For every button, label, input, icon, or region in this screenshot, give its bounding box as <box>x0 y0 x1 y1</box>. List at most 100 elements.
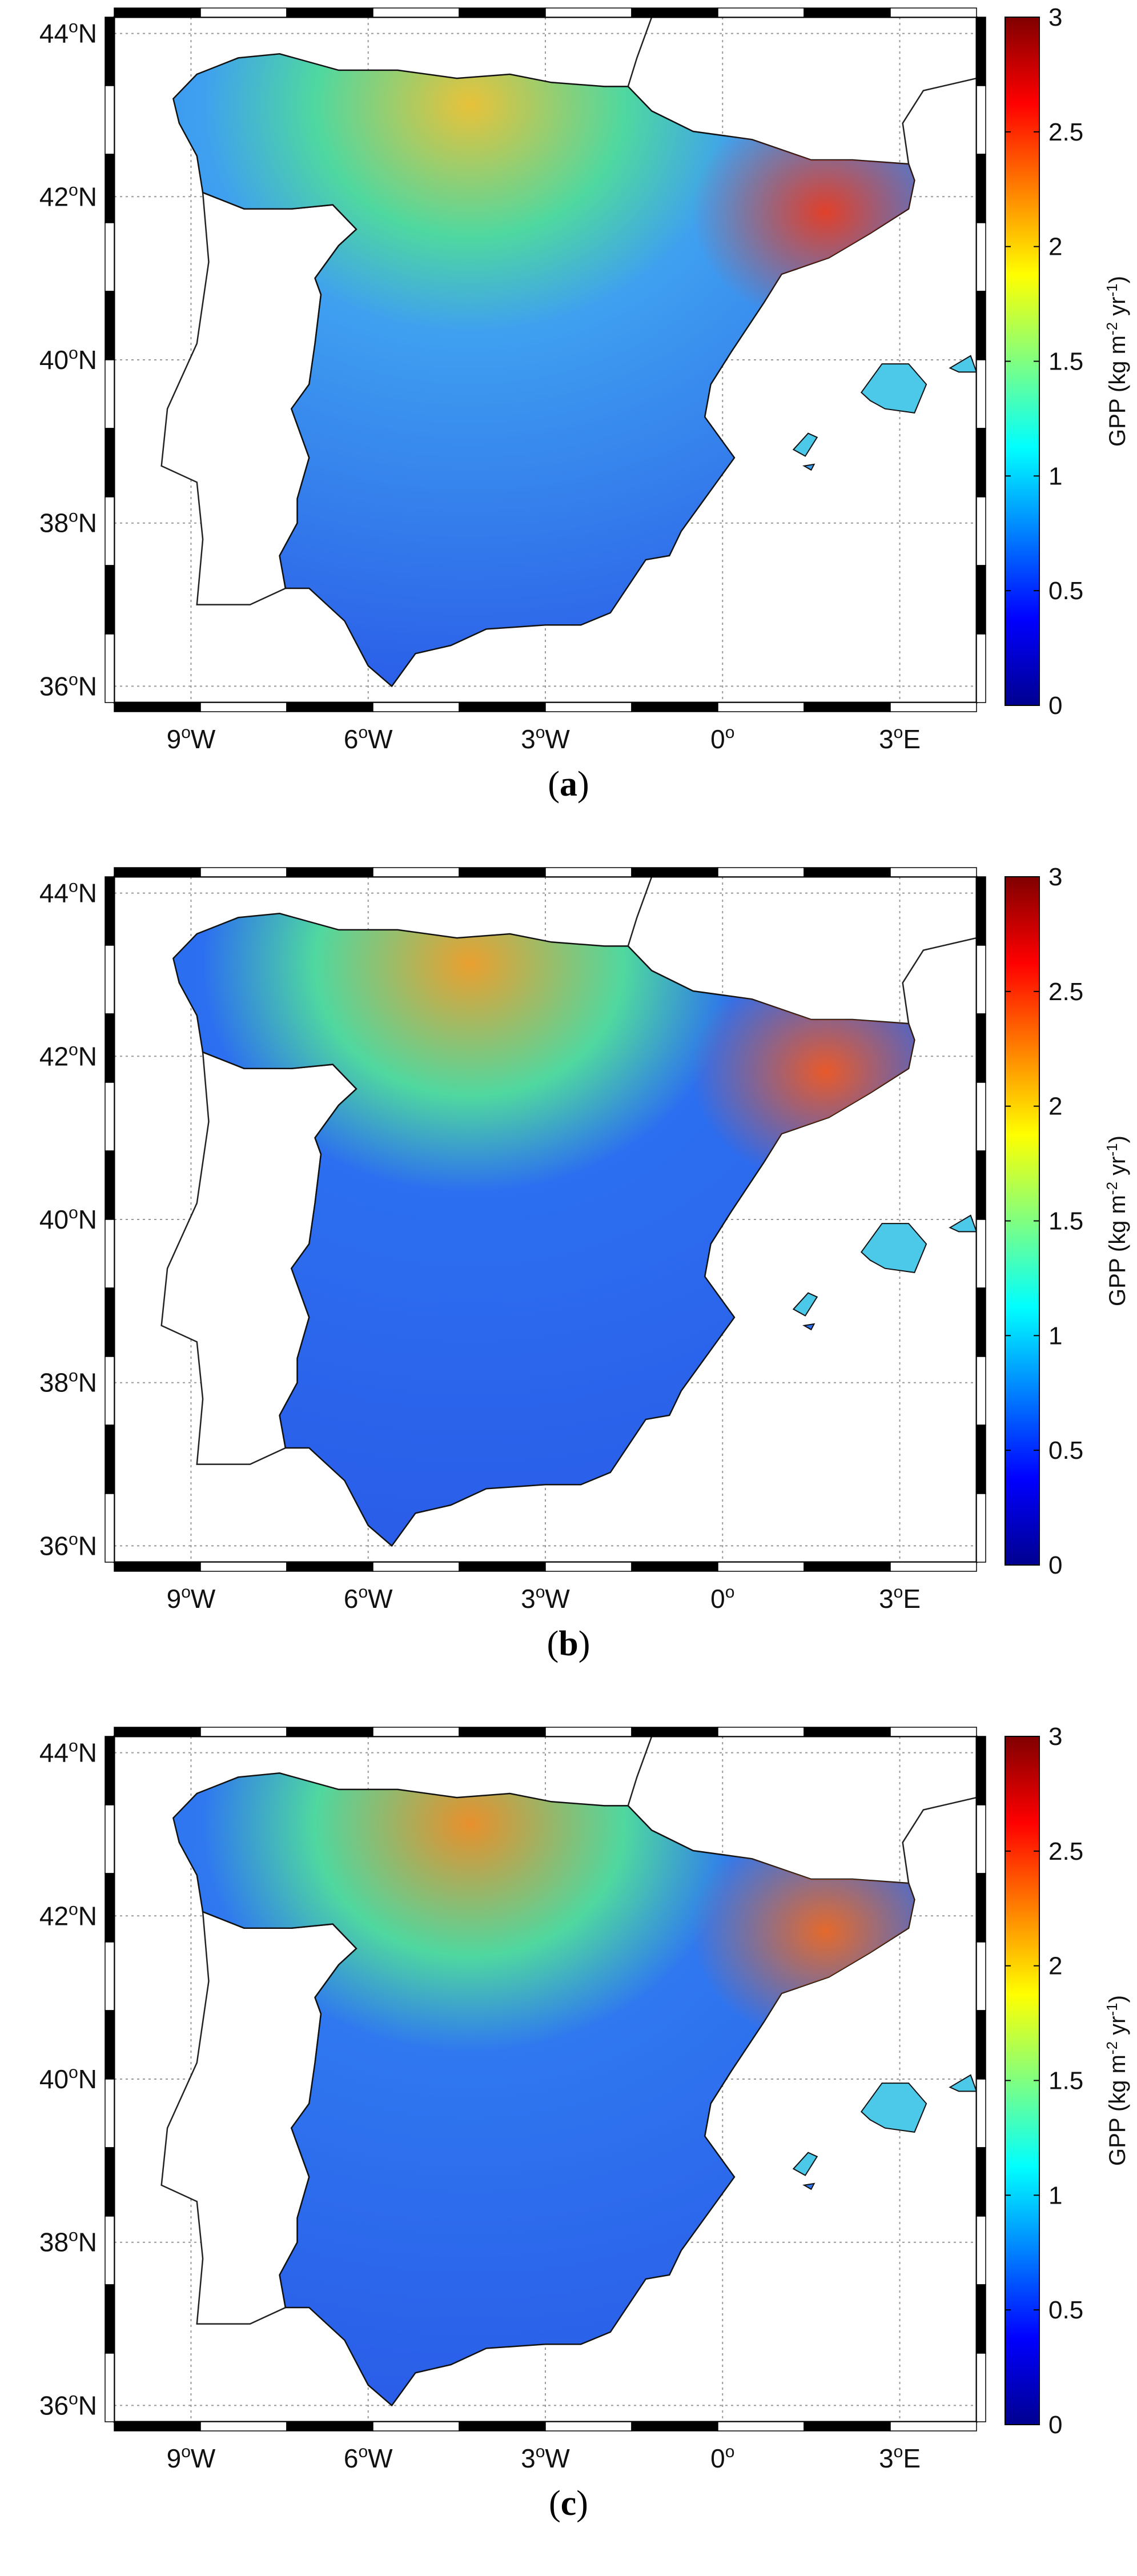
frame-tick <box>545 2421 632 2431</box>
frame-tick <box>976 2147 986 2217</box>
frame-tick <box>459 702 546 712</box>
france-coastline <box>902 937 977 1024</box>
frame-tick <box>459 2421 546 2431</box>
degree-symbol: o <box>725 2442 735 2461</box>
lon-tick-value: 3 <box>879 724 894 754</box>
lon-tick-value: 6 <box>344 724 359 754</box>
lat-tick-value: 36 <box>39 1531 69 1560</box>
lat-tick-value: 40 <box>39 2064 69 2094</box>
colorbar-tick-label: 0.5 <box>1048 1437 1083 1464</box>
lat-tick-label: 40oN <box>39 1203 97 1234</box>
frame-tick <box>976 1804 986 1874</box>
degree-symbol: o <box>69 670 78 689</box>
lat-tick-value: 36 <box>39 2390 69 2420</box>
frame-tick <box>890 1562 977 1572</box>
frame-tick <box>976 1013 986 1083</box>
frame-tick <box>717 7 805 18</box>
lon-tick-label: 0o <box>710 723 734 754</box>
balearic-island <box>792 1292 818 1317</box>
lon-tick-value: 3 <box>521 724 536 754</box>
frame-tick <box>459 1727 546 1737</box>
frame-tick <box>286 2421 373 2431</box>
colorbar-title-part: -2 <box>1103 1182 1120 1195</box>
frame-tick <box>976 2216 986 2285</box>
frame-tick <box>105 2147 115 2217</box>
frame-tick <box>976 2010 986 2080</box>
degree-symbol: o <box>358 2442 368 2461</box>
lat-tick-value: 44 <box>39 878 69 908</box>
frame-tick <box>976 496 986 566</box>
colorbar-title-part: yr <box>1105 1157 1130 1182</box>
france-coastline <box>627 17 653 87</box>
catalonia-high-gpp <box>173 54 915 687</box>
frame-tick <box>976 633 986 703</box>
frame-tick <box>105 496 115 566</box>
frame-tick <box>545 1727 632 1737</box>
frame-tick <box>105 1219 115 1289</box>
panel-label: (a) <box>0 764 1137 805</box>
frame-tick <box>803 1727 891 1737</box>
frame-tick <box>105 1736 115 1805</box>
hemisphere-suffix: N <box>78 1901 97 1931</box>
frame-tick <box>976 17 986 86</box>
degree-symbol: o <box>69 507 78 526</box>
degree-symbol: o <box>69 2389 78 2408</box>
degree-symbol: o <box>181 1583 191 1602</box>
frame-tick <box>631 7 718 18</box>
lon-tick-label: 3oE <box>879 2442 921 2473</box>
hemisphere-suffix: N <box>78 878 97 908</box>
hemisphere-suffix: W <box>545 1584 570 1614</box>
frame-tick <box>372 702 460 712</box>
frame-tick <box>717 867 805 877</box>
hemisphere-suffix: N <box>78 345 97 375</box>
frame-tick <box>105 1013 115 1083</box>
degree-symbol: o <box>725 1583 735 1602</box>
catalonia-high-gpp <box>173 913 915 1546</box>
frame-tick <box>976 1219 986 1289</box>
panel-label-open: ( <box>547 1624 559 1663</box>
degree-symbol: o <box>69 1203 78 1222</box>
frame-tick <box>105 222 115 292</box>
lon-tick-value: 3 <box>879 1584 894 1614</box>
frame-tick <box>372 1562 460 1572</box>
frame-tick <box>976 945 986 1014</box>
frame-tick <box>105 1873 115 1943</box>
frame-tick <box>114 867 201 877</box>
frame-tick <box>803 2421 891 2431</box>
hemisphere-suffix: N <box>78 182 97 211</box>
panel-label-letter: a <box>560 765 577 804</box>
lat-tick-value: 36 <box>39 671 69 701</box>
lon-tick-value: 9 <box>167 2443 182 2473</box>
map-panel: 44oN 42oN 40oN 38oN 36oN 9oW 6oW 3oW 0o 3oE 3 2.5 2 1… <box>0 860 1137 1716</box>
degree-symbol: o <box>69 1367 78 1386</box>
colorbar-tick-label: 1 <box>1048 2181 1062 2209</box>
lat-tick-value: 44 <box>39 19 69 49</box>
balearic-island <box>792 2152 818 2176</box>
panel-label-letter: c <box>560 2484 577 2523</box>
lat-tick-label: 42oN <box>39 180 97 211</box>
frame-tick <box>459 867 546 877</box>
frame-tick <box>631 2421 718 2431</box>
lat-tick-label: 40oN <box>39 2063 97 2094</box>
colorbar-title-part: ) <box>1105 1995 1130 2003</box>
hemisphere-suffix: N <box>78 2228 97 2257</box>
frame-tick <box>890 2421 977 2431</box>
degree-symbol: o <box>536 723 545 742</box>
frame-tick <box>114 7 201 18</box>
balearic-island <box>860 363 927 414</box>
degree-symbol: o <box>69 1040 78 1059</box>
frame-tick <box>976 1493 986 1563</box>
frame-tick <box>803 867 891 877</box>
frame-tick <box>105 1287 115 1357</box>
frame-tick <box>105 1150 115 1220</box>
lon-tick-label: 3oW <box>521 2442 570 2473</box>
frame-tick <box>105 2353 115 2422</box>
colorbar-title: GPP (kg m-2 yr-1) <box>1103 276 1130 447</box>
hemisphere-suffix: W <box>191 724 216 754</box>
frame-tick <box>200 867 287 877</box>
frame-tick <box>803 7 891 18</box>
lat-tick-label: 36oN <box>39 670 97 701</box>
frame-tick <box>105 2079 115 2148</box>
frame-tick <box>372 1727 460 1737</box>
